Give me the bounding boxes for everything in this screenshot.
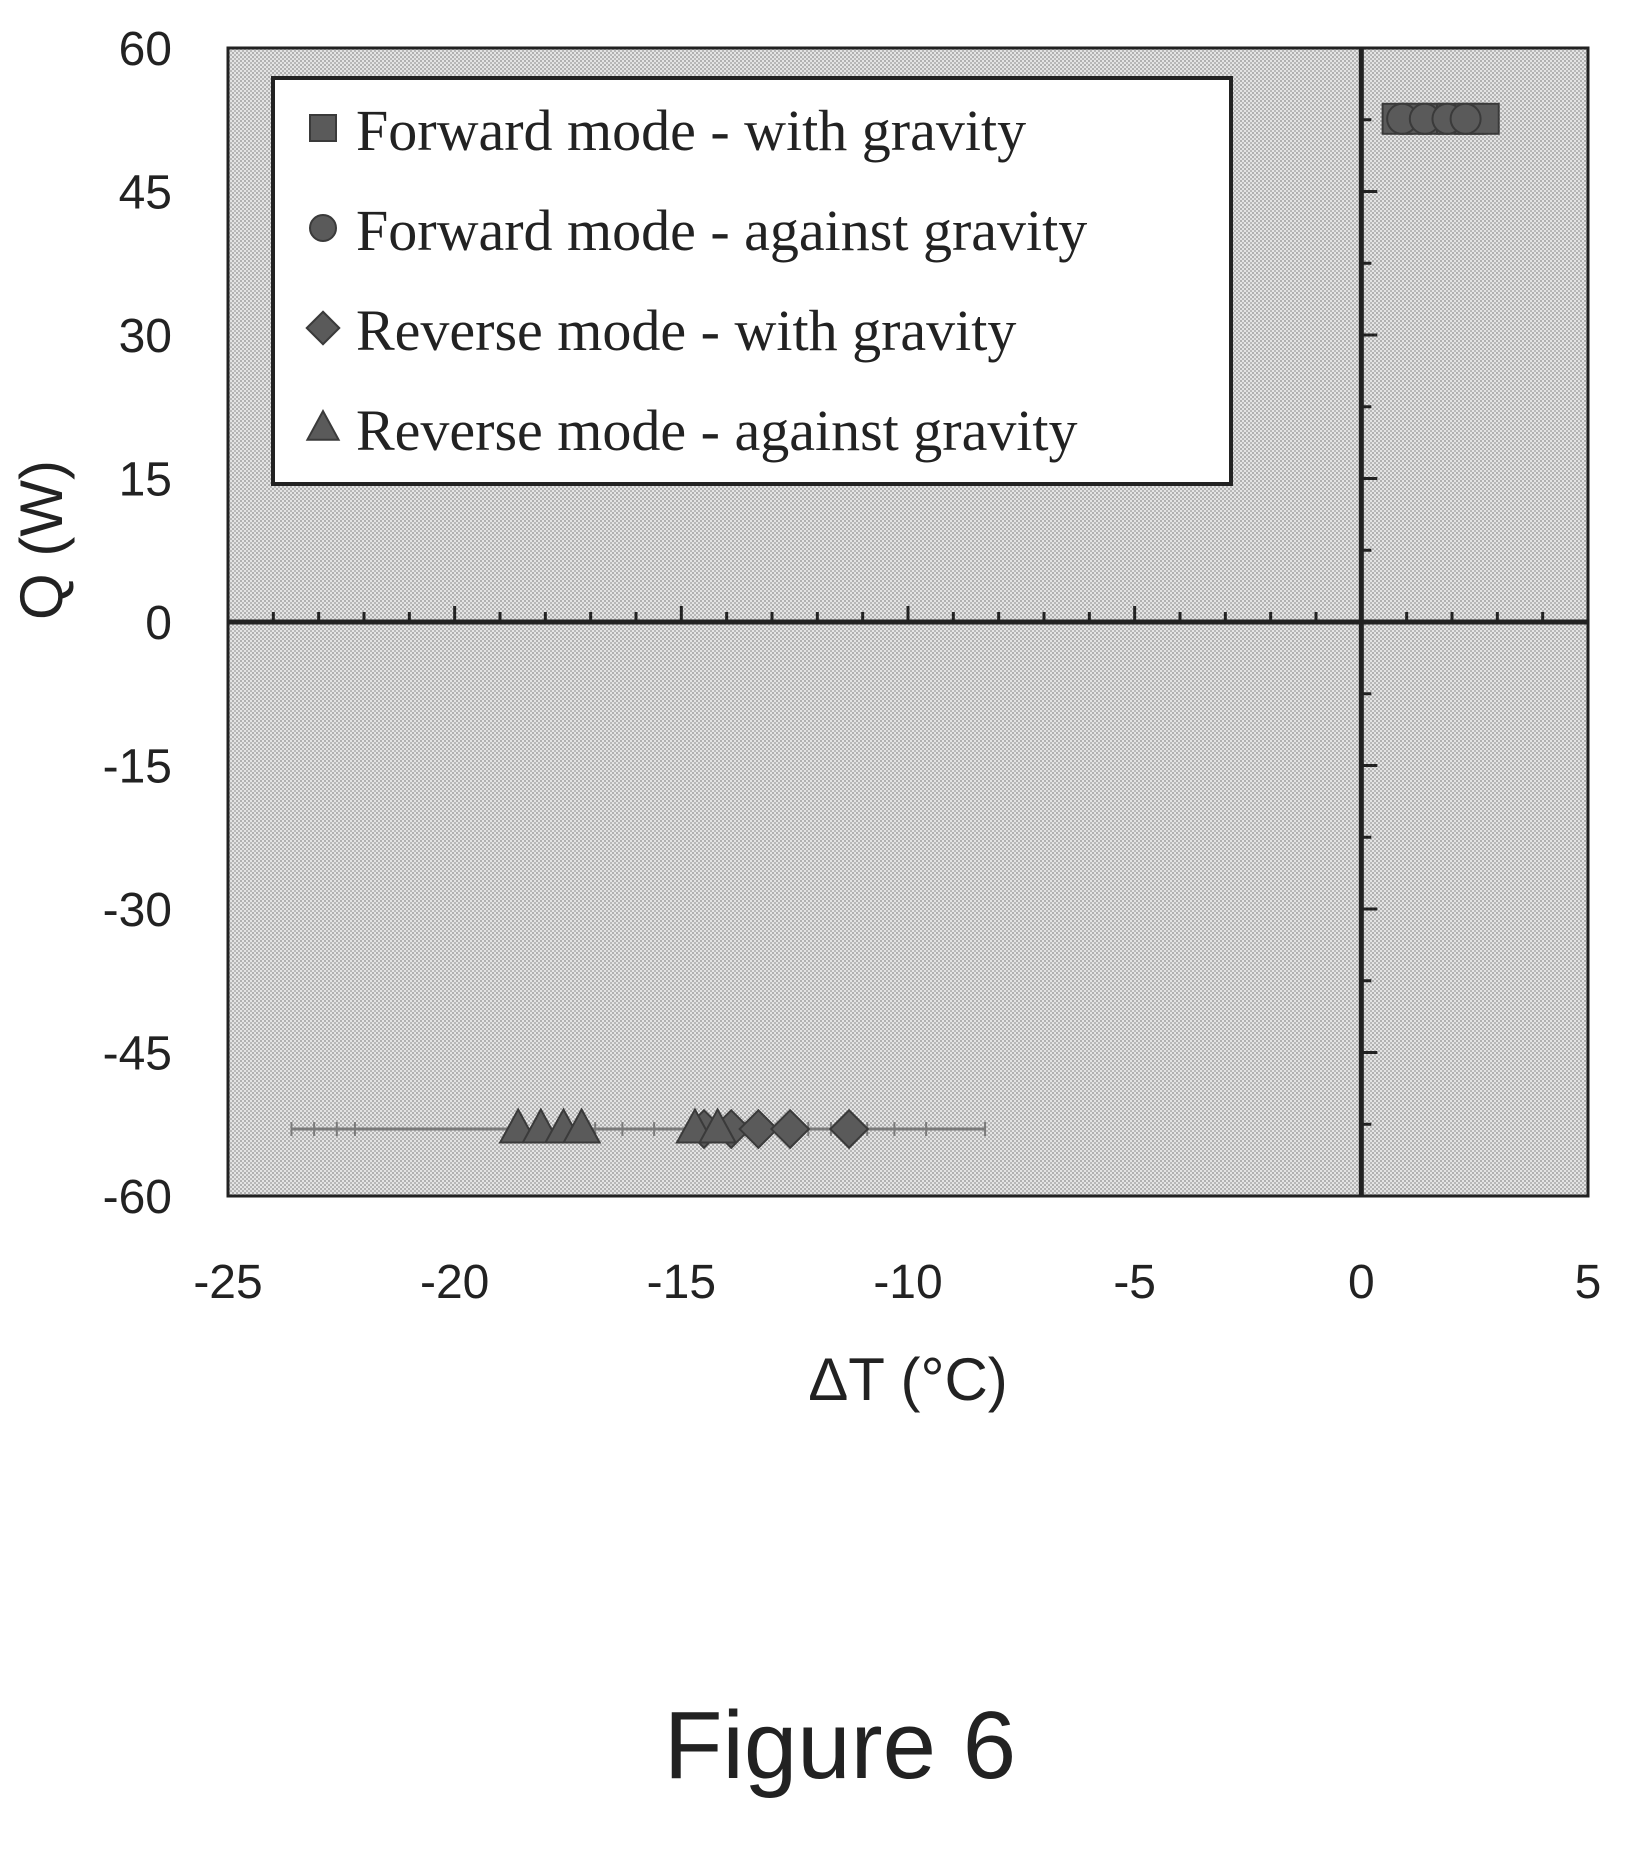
y-tick-label: -45 (103, 1028, 172, 1081)
y-axis-title: Q (W) (8, 460, 75, 620)
y-tick-label: 45 (119, 167, 172, 220)
y-tick-label: -30 (103, 884, 172, 937)
y-tick-label: 30 (119, 310, 172, 363)
x-tick-label: -25 (193, 1256, 262, 1309)
data-point-diamond (828, 1108, 870, 1150)
data-point-diamond (769, 1108, 811, 1150)
x-tick-label: 0 (1348, 1256, 1375, 1309)
y-tick-label: -15 (103, 741, 172, 794)
x-tick-label: -15 (647, 1256, 716, 1309)
legend-label: Forward mode - with gravity (356, 98, 1026, 163)
y-tick-label: -60 (103, 1171, 172, 1224)
legend-marker-circle (309, 214, 337, 242)
figure-caption: Figure 6 (664, 1692, 1016, 1799)
data-point-circle (1449, 102, 1482, 135)
data-point-triangle (697, 1107, 738, 1144)
data-point-triangle (561, 1107, 602, 1144)
legend-items: Forward mode - with gravity Forward mode … (305, 98, 1087, 463)
legend-marker-diamond (305, 310, 341, 346)
legend-label: Forward mode - against gravity (356, 198, 1087, 263)
x-tick-label: -20 (420, 1256, 489, 1309)
axes-layer (228, 48, 1588, 1196)
y-tick-label: 0 (145, 597, 172, 650)
legend-marker-triangle (305, 409, 341, 441)
tick-labels-layer: -25 -20 -15 -10 -5 0 5 60 45 30 15 0 -15 -30 -45 -60 (103, 23, 1602, 1309)
legend-label: Reverse mode - against gravity (356, 398, 1078, 463)
data-point-diamond (738, 1108, 779, 1150)
legend-marker-square (309, 114, 337, 142)
legend: Forward mode - with gravity Forward mode … (271, 76, 1233, 486)
x-tick-label: 5 (1575, 1256, 1602, 1309)
markers-layer (498, 102, 1500, 1150)
x-axis-title: ΔT (°C) (808, 1346, 1008, 1413)
y-tick-label: 15 (119, 454, 172, 507)
legend-label: Reverse mode - with gravity (356, 298, 1016, 363)
x-tick-label: -5 (1113, 1256, 1156, 1309)
x-tick-label: -10 (873, 1256, 942, 1309)
y-tick-label: 60 (119, 23, 172, 76)
legend-box (271, 76, 1233, 486)
